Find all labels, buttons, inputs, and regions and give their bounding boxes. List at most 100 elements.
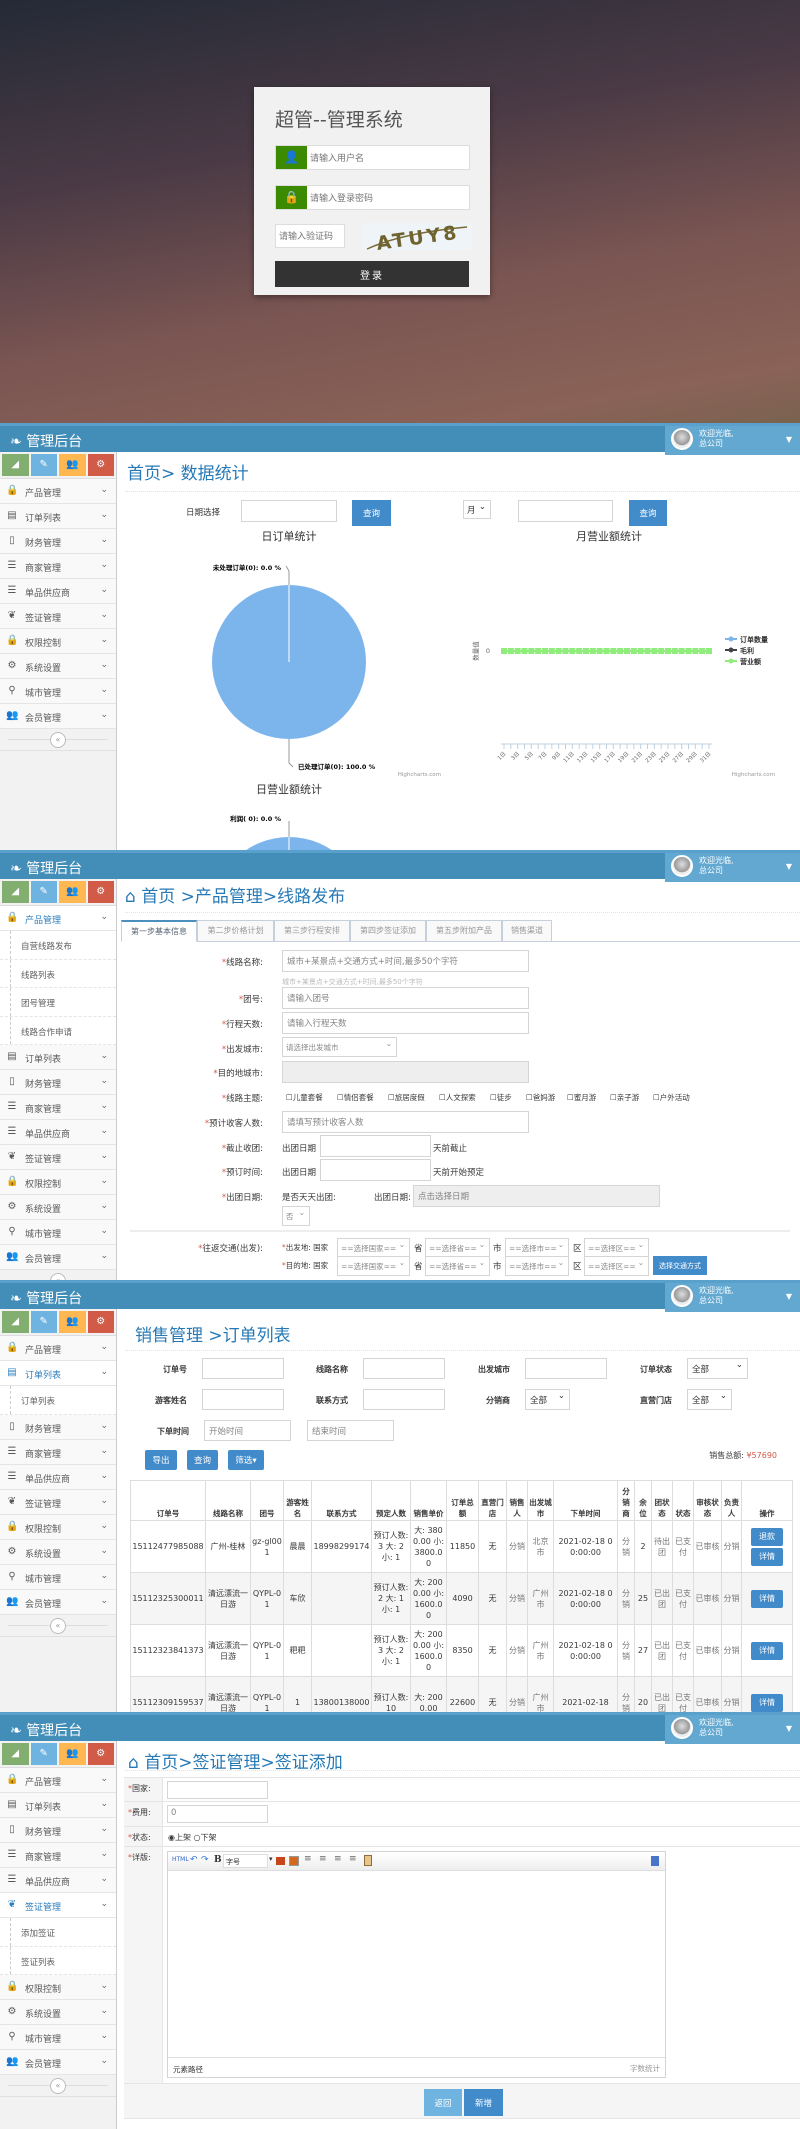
image-icon[interactable] <box>276 1857 285 1865</box>
sidebar-item-3[interactable]: ▯ 财务管理 ⌄ <box>0 1070 116 1095</box>
export-button[interactable]: 导出 <box>145 1450 177 1470</box>
checkbox-icon[interactable]: ☐ <box>439 1093 446 1102</box>
collapse-icon[interactable]: « <box>50 1273 66 1280</box>
sidebar-item-1[interactable]: 🔒 产品管理 ⌄ <box>0 1768 116 1793</box>
tab-step-3[interactable]: 第三步行程安排 <box>274 920 350 942</box>
depart-city-select[interactable]: 请选择出发城市 <box>282 1037 397 1057</box>
data-point[interactable] <box>630 648 637 654</box>
password-input[interactable] <box>310 189 465 206</box>
theme-checkbox[interactable]: ☐户外活动 <box>653 1092 690 1103</box>
tab-step-5[interactable]: 第五步附加产品 <box>426 920 502 942</box>
sidebar-collapse[interactable]: « <box>0 1270 116 1280</box>
submenu-item[interactable]: 签证列表 <box>0 1946 116 1975</box>
daily-select[interactable]: 否 <box>282 1206 310 1226</box>
data-point[interactable] <box>644 648 651 654</box>
sidebar-item-7[interactable]: 🔒 权限控制 ⌄ <box>0 1514 116 1540</box>
sidebar-item-6[interactable]: ❦ 签证管理 ⌄ <box>0 604 116 629</box>
country-input[interactable] <box>167 1781 268 1799</box>
guest-name-input[interactable] <box>202 1389 284 1410</box>
submenu-item[interactable]: 自营线路发布 <box>0 931 116 960</box>
query-button[interactable]: 查询 <box>187 1450 218 1470</box>
sidebar-item-8[interactable]: ⚙ 系统设置 ⌄ <box>0 2000 116 2025</box>
theme-checkbox[interactable]: ☐儿童套餐 <box>286 1092 323 1103</box>
refund-button[interactable]: 退款 <box>751 1527 783 1546</box>
checkbox-icon[interactable]: ☐ <box>610 1093 617 1102</box>
align-center-icon[interactable]: ≡ <box>319 1854 327 1864</box>
data-point[interactable] <box>706 648 712 654</box>
theme-checkbox[interactable]: ☐徒步 <box>490 1092 512 1103</box>
month-input[interactable] <box>518 500 613 522</box>
html-source-icon[interactable]: HTML <box>172 1856 189 1863</box>
detail-button[interactable]: 详情 <box>751 1641 783 1660</box>
sidebar-item-3[interactable]: ▯ 财务管理 ⌄ <box>0 1414 116 1440</box>
home-icon[interactable]: ⌂ <box>125 887 136 907</box>
route-name-input[interactable] <box>363 1358 445 1379</box>
sidebar-item-4[interactable]: ☰ 商家管理 ⌄ <box>0 1843 116 1868</box>
radio-on-shelf[interactable]: ◉ <box>168 1833 175 1842</box>
paste-icon[interactable] <box>364 1855 372 1866</box>
data-point[interactable] <box>617 648 624 654</box>
home-icon[interactable]: ⌂ <box>128 1753 139 1773</box>
sidebar-item-6[interactable]: ❦ 签证管理 ⌄ <box>0 1145 116 1170</box>
captcha-input[interactable] <box>275 224 345 248</box>
users-shortcut-button[interactable]: 👥 <box>59 454 86 476</box>
data-point[interactable] <box>548 648 555 654</box>
checkbox-icon[interactable]: ☐ <box>286 1093 293 1102</box>
data-point[interactable] <box>624 648 630 654</box>
align-right-icon[interactable]: ≡ <box>334 1854 342 1864</box>
data-point[interactable] <box>501 648 507 654</box>
close-days-input[interactable] <box>320 1135 431 1157</box>
data-point[interactable] <box>562 648 569 654</box>
theme-checkbox[interactable]: ☐亲子游 <box>610 1092 639 1103</box>
brand[interactable]: ❧ 管理后台 <box>10 858 82 878</box>
sidebar-item-5[interactable]: ☰ 单品供应商 ⌄ <box>0 1868 116 1893</box>
collapse-icon[interactable]: « <box>50 2078 66 2094</box>
sidebar-item-9[interactable]: ⚲ 城市管理 ⌄ <box>0 1564 116 1590</box>
sidebar-item-8[interactable]: ⚙ 系统设置 ⌄ <box>0 1195 116 1220</box>
data-point[interactable] <box>507 648 514 654</box>
sidebar-item-6[interactable]: ❦ 签证管理 ⌄ <box>0 1489 116 1515</box>
pencil-shortcut-button[interactable]: ✎ <box>30 881 57 903</box>
password-field[interactable]: 🔒 <box>275 185 470 210</box>
pencil-shortcut-button[interactable]: ✎ <box>30 1743 57 1765</box>
sidebar-item-5[interactable]: ☰ 单品供应商 ⌄ <box>0 579 116 604</box>
sidebar-item-4[interactable]: ☰ 商家管理 ⌄ <box>0 1439 116 1465</box>
cogs-shortcut-button[interactable]: ⚙ <box>87 1311 114 1333</box>
back-button[interactable]: 返回 <box>424 2089 462 2116</box>
dropdown-caret-icon[interactable]: ▾ <box>269 1855 273 1863</box>
data-point[interactable] <box>521 648 528 654</box>
book-days-input[interactable] <box>320 1159 431 1181</box>
contact-input[interactable] <box>363 1389 445 1410</box>
checkbox-icon[interactable]: ☐ <box>337 1093 344 1102</box>
brand[interactable]: ❧ 管理后台 <box>10 1288 82 1308</box>
sidebar-item-3[interactable]: ▯ 财务管理 ⌄ <box>0 529 116 554</box>
data-point[interactable] <box>637 648 644 654</box>
collapse-icon[interactable]: « <box>50 1617 66 1634</box>
destination-country-select[interactable]: ==选择国家== <box>337 1256 410 1276</box>
align-left-icon[interactable]: ≡ <box>304 1854 312 1864</box>
user-menu[interactable]: 欢迎光临, 总公司 ▼ <box>665 1283 800 1312</box>
depart-city-input[interactable] <box>525 1358 607 1379</box>
submenu-item[interactable]: 订单列表 <box>0 1386 116 1415</box>
signal-shortcut-button[interactable]: ◢ <box>2 881 29 903</box>
trip-days-input[interactable]: 请输入行程天数 <box>282 1012 529 1034</box>
sidebar-item-4[interactable]: ☰ 商家管理 ⌄ <box>0 554 116 579</box>
undo-icon[interactable]: ↶ <box>190 1855 198 1865</box>
users-shortcut-button[interactable]: 👥 <box>59 1311 86 1333</box>
pencil-shortcut-button[interactable]: ✎ <box>30 1311 57 1333</box>
data-point[interactable] <box>651 648 658 654</box>
theme-checkbox[interactable]: ☐爸妈游 <box>526 1092 555 1103</box>
data-point[interactable] <box>583 648 589 654</box>
end-time-input[interactable]: 结束时间 <box>307 1420 394 1441</box>
destination-city-input[interactable] <box>282 1061 529 1083</box>
tab-step-2[interactable]: 第二步价格计划 <box>197 920 274 942</box>
legend-item[interactable]: 订单数量 <box>740 635 768 644</box>
chart-credits[interactable]: Highcharts.com <box>398 772 441 778</box>
sidebar-item-8[interactable]: ⚙ 系统设置 ⌄ <box>0 654 116 679</box>
departure-district-select[interactable]: ==选择区== <box>584 1238 649 1258</box>
sidebar-item-5[interactable]: ☰ 单品供应商 ⌄ <box>0 1464 116 1490</box>
collapse-icon[interactable]: « <box>50 732 66 748</box>
expected-guests-input[interactable]: 请填写预计收客人数 <box>282 1111 529 1133</box>
cogs-shortcut-button[interactable]: ⚙ <box>87 1743 114 1765</box>
sidebar-item-2[interactable]: ▤ 订单列表 ⌄ <box>0 1361 116 1386</box>
